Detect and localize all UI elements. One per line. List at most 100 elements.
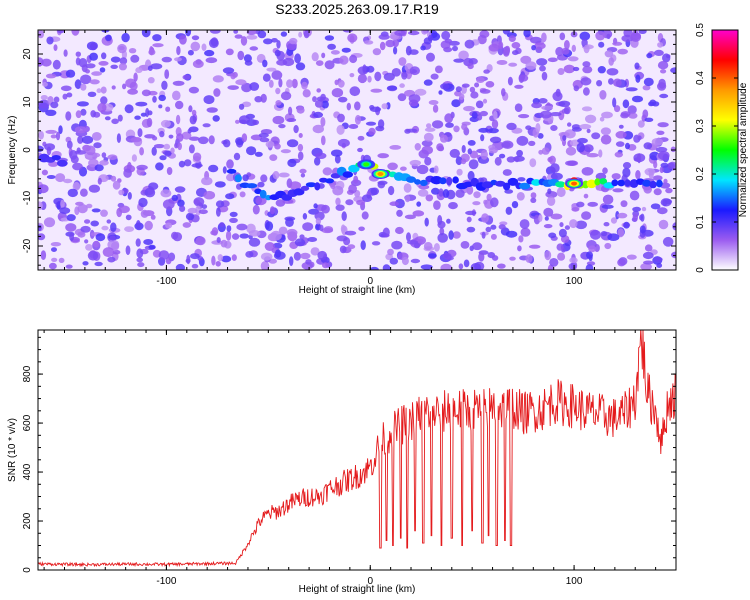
noise-blob bbox=[656, 130, 665, 135]
noise-blob bbox=[664, 199, 673, 205]
noise-blob bbox=[417, 189, 429, 197]
noise-blob bbox=[233, 30, 239, 34]
noise-blob bbox=[643, 185, 652, 194]
noise-blob bbox=[208, 135, 215, 145]
noise-blob bbox=[102, 247, 115, 258]
noise-blob bbox=[86, 203, 93, 209]
noise-blob bbox=[523, 30, 531, 38]
noise-blob bbox=[315, 60, 324, 66]
noise-blob bbox=[639, 225, 646, 234]
noise-blob bbox=[97, 102, 107, 113]
noise-blob bbox=[286, 79, 293, 88]
noise-blob bbox=[159, 155, 167, 161]
noise-blob bbox=[467, 63, 474, 70]
noise-blob bbox=[452, 231, 461, 239]
noise-blob bbox=[465, 210, 477, 216]
noise-blob bbox=[651, 138, 664, 146]
noise-blob bbox=[426, 52, 435, 62]
noise-blob bbox=[488, 43, 500, 52]
noise-blob bbox=[490, 224, 497, 230]
x-tick-label: 0 bbox=[367, 576, 373, 587]
noise-blob bbox=[240, 36, 248, 46]
noise-blob bbox=[111, 118, 119, 125]
noise-blob bbox=[85, 63, 96, 69]
noise-blob bbox=[71, 30, 80, 36]
noise-blob bbox=[634, 62, 640, 70]
noise-blob bbox=[112, 180, 121, 190]
noise-blob bbox=[369, 106, 382, 113]
noise-blob bbox=[459, 93, 465, 100]
noise-blob bbox=[362, 64, 367, 74]
noise-blob bbox=[97, 177, 102, 185]
noise-blob bbox=[168, 134, 174, 139]
noise-blob bbox=[643, 77, 654, 87]
noise-blob bbox=[367, 75, 372, 83]
noise-blob bbox=[416, 164, 429, 175]
noise-blob bbox=[470, 91, 479, 99]
noise-blob bbox=[453, 58, 465, 63]
noise-blob bbox=[310, 247, 320, 256]
noise-blob bbox=[537, 133, 544, 139]
noise-blob bbox=[511, 201, 519, 209]
noise-blob bbox=[170, 147, 175, 154]
noise-blob bbox=[139, 147, 145, 156]
noise-blob bbox=[135, 101, 148, 107]
noise-blob bbox=[530, 36, 542, 44]
noise-blob bbox=[361, 211, 369, 220]
noise-blob bbox=[122, 83, 127, 90]
noise-blob bbox=[52, 59, 61, 70]
noise-blob bbox=[313, 111, 323, 118]
noise-blob bbox=[80, 83, 87, 91]
noise-blob bbox=[55, 173, 66, 183]
noise-blob bbox=[124, 226, 135, 233]
noise-blob bbox=[550, 172, 563, 181]
noise-blob bbox=[530, 197, 537, 203]
noise-blob bbox=[438, 188, 444, 197]
noise-blob bbox=[538, 214, 543, 222]
noise-blob bbox=[49, 262, 57, 270]
noise-blob bbox=[82, 261, 89, 266]
signal-blob bbox=[439, 177, 447, 185]
noise-blob bbox=[600, 134, 612, 145]
noise-blob bbox=[41, 169, 49, 176]
noise-blob bbox=[101, 52, 107, 60]
noise-blob bbox=[232, 233, 240, 240]
noise-blob bbox=[461, 145, 466, 153]
noise-blob bbox=[302, 222, 314, 232]
noise-blob bbox=[190, 253, 200, 260]
noise-blob bbox=[265, 221, 274, 232]
signal-blob bbox=[259, 189, 267, 199]
noise-blob bbox=[474, 82, 480, 88]
noise-blob bbox=[642, 85, 651, 91]
noise-blob bbox=[117, 114, 123, 122]
noise-blob bbox=[93, 240, 100, 248]
noise-blob bbox=[230, 73, 236, 80]
noise-blob bbox=[477, 177, 484, 184]
noise-blob bbox=[625, 87, 638, 92]
noise-blob bbox=[219, 222, 225, 228]
noise-blob bbox=[260, 252, 273, 261]
noise-blob bbox=[257, 181, 265, 188]
noise-blob bbox=[271, 38, 278, 43]
noise-blob bbox=[622, 99, 630, 109]
noise-blob bbox=[117, 43, 127, 54]
noise-blob bbox=[403, 183, 412, 193]
signal-blob bbox=[531, 179, 542, 186]
noise-blob bbox=[536, 58, 548, 66]
noise-blob bbox=[324, 35, 335, 41]
noise-blob bbox=[295, 62, 306, 71]
colorbar-tick-label: 0 bbox=[695, 267, 706, 273]
signal-blob bbox=[414, 179, 421, 185]
noise-blob bbox=[531, 45, 536, 51]
noise-blob bbox=[472, 201, 481, 206]
noise-blob bbox=[225, 193, 235, 200]
signal-blob bbox=[406, 176, 416, 183]
noise-blob bbox=[547, 57, 558, 63]
noise-blob bbox=[40, 250, 47, 260]
signal-blob bbox=[519, 182, 531, 190]
noise-blob bbox=[552, 91, 563, 102]
noise-blob bbox=[124, 104, 134, 114]
noise-blob bbox=[198, 209, 208, 215]
noise-blob bbox=[296, 106, 305, 114]
noise-blob bbox=[137, 128, 143, 138]
